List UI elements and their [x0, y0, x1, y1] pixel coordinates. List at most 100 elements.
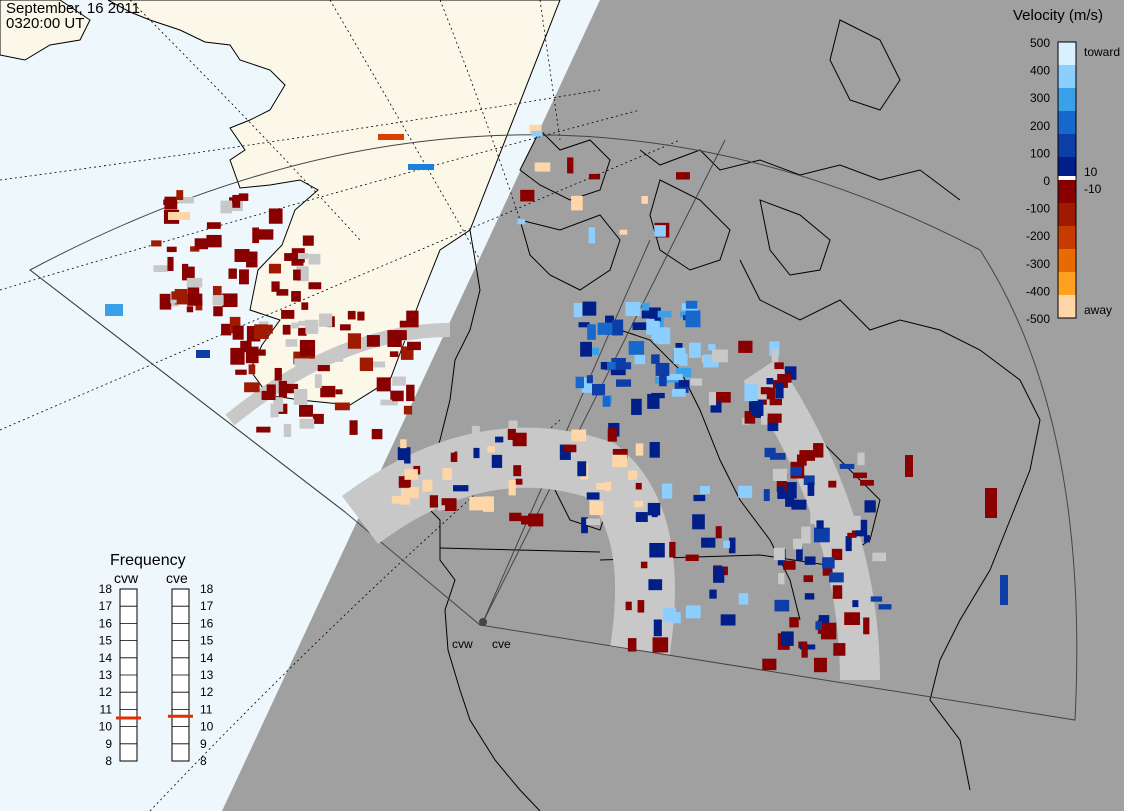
velocity-cell: [406, 310, 419, 328]
velocity-cell: [769, 452, 786, 460]
velocity-cell: [389, 351, 399, 357]
velocity-cell: [847, 530, 857, 538]
velocity-cell: [659, 374, 667, 387]
velocity-cell: [246, 251, 258, 268]
legend-tick-label: -400: [1026, 284, 1050, 298]
velocity-cell: [590, 452, 605, 467]
legend-toward-label: toward: [1084, 45, 1120, 59]
velocity-cell: [766, 377, 774, 385]
velocity-cell: [803, 575, 813, 583]
velocity-cell: [641, 195, 648, 204]
velocity-cell: [441, 498, 457, 511]
velocity-cell: [301, 302, 309, 310]
velocity-cell: [357, 311, 365, 321]
velocity-cell: [844, 612, 860, 625]
velocity-cell: [285, 339, 298, 347]
legend-color-segment: [1058, 203, 1076, 227]
velocity-cell: [483, 496, 494, 512]
velocity-cell: [878, 604, 892, 610]
velocity-cell: [767, 417, 779, 432]
velocity-cell: [647, 393, 660, 409]
velocity-cell: [228, 268, 237, 279]
frequency-scale-label: 8: [200, 754, 207, 768]
station-label-cvw: cvw: [452, 637, 473, 651]
velocity-cell: [852, 600, 859, 608]
velocity-cell: [178, 197, 194, 204]
legend-color-segment: [1058, 249, 1076, 273]
velocity-cell: [617, 477, 624, 487]
velocity-cell: [676, 172, 690, 180]
velocity-cell: [655, 362, 670, 376]
velocity-cell: [168, 212, 190, 220]
velocity-cell: [781, 631, 794, 646]
velocity-cell: [507, 428, 516, 440]
legend-color-segment: [1058, 272, 1076, 296]
velocity-cell: [528, 513, 544, 527]
night-shade: [222, 0, 1124, 811]
velocity-cell: [319, 313, 333, 327]
velocity-cell: [230, 347, 245, 365]
velocity-cell: [709, 589, 717, 599]
velocity-cell: [610, 369, 626, 376]
velocity-cell: [577, 461, 587, 477]
velocity-cell: [308, 253, 321, 265]
velocity-cell: [391, 495, 402, 504]
velocity-cell: [257, 229, 274, 240]
velocity-cell: [376, 377, 391, 392]
velocity-cell: [580, 341, 592, 357]
velocity-cell: [349, 420, 358, 435]
legend-colorbar: [1058, 42, 1076, 319]
frequency-scale-label: 15: [200, 634, 214, 648]
velocity-cell: [235, 369, 247, 375]
velocity-cell: [855, 519, 868, 537]
velocity-cell: [469, 496, 485, 511]
velocity-cell: [637, 600, 645, 613]
velocity-cell: [299, 418, 315, 429]
velocity-cell: [268, 263, 282, 274]
velocity-cell: [531, 130, 543, 137]
velocity-scatter: [105, 124, 1008, 673]
velocity-cell: [863, 617, 870, 635]
velocity-cell: [985, 488, 997, 518]
legend-color-segment: [1058, 88, 1076, 112]
velocity-cell: [378, 134, 404, 140]
legend-color-segment: [1058, 134, 1076, 158]
velocity-cell: [222, 293, 238, 308]
velocity-cell: [619, 229, 628, 235]
frequency-bar-cvw: [116, 588, 141, 762]
velocity-cell: [575, 376, 584, 389]
velocity-cell: [271, 281, 280, 292]
frequency-scale-label: 13: [99, 668, 113, 682]
velocity-cell: [408, 164, 434, 170]
velocity-cell: [634, 354, 646, 365]
velocity-cell: [829, 572, 844, 583]
velocity-cell: [248, 364, 256, 375]
velocity-cell: [641, 310, 656, 319]
frequency-scale-label: 15: [99, 634, 113, 648]
frequency-bar-cve: [168, 588, 193, 762]
velocity-cell: [764, 447, 776, 458]
velocity-cell: [587, 324, 596, 340]
velocity-cell: [767, 413, 782, 423]
velocity-cell: [407, 341, 421, 351]
velocity-cell: [212, 295, 224, 306]
velocity-cell: [616, 379, 632, 387]
legend-tick-label: -100: [1026, 202, 1050, 216]
velocity-cell: [401, 488, 410, 505]
velocity-cell: [240, 340, 252, 353]
velocity-cell: [274, 367, 282, 381]
velocity-cell: [586, 375, 593, 384]
frequency-scale-label: 14: [200, 651, 214, 665]
legend-tick-minus10: -10: [1084, 182, 1102, 196]
velocity-cell: [833, 643, 846, 656]
velocity-cell: [777, 373, 792, 383]
velocity-cell: [187, 266, 195, 281]
velocity-cell: [605, 315, 614, 329]
legend-color-segment: [1058, 226, 1076, 250]
frequency-scale-label: 18: [99, 582, 113, 596]
velocity-cell: [612, 319, 624, 336]
velocity-cell: [517, 219, 526, 225]
velocity-cell: [728, 537, 736, 554]
velocity-cell: [291, 291, 301, 302]
velocity-cell: [813, 443, 824, 458]
